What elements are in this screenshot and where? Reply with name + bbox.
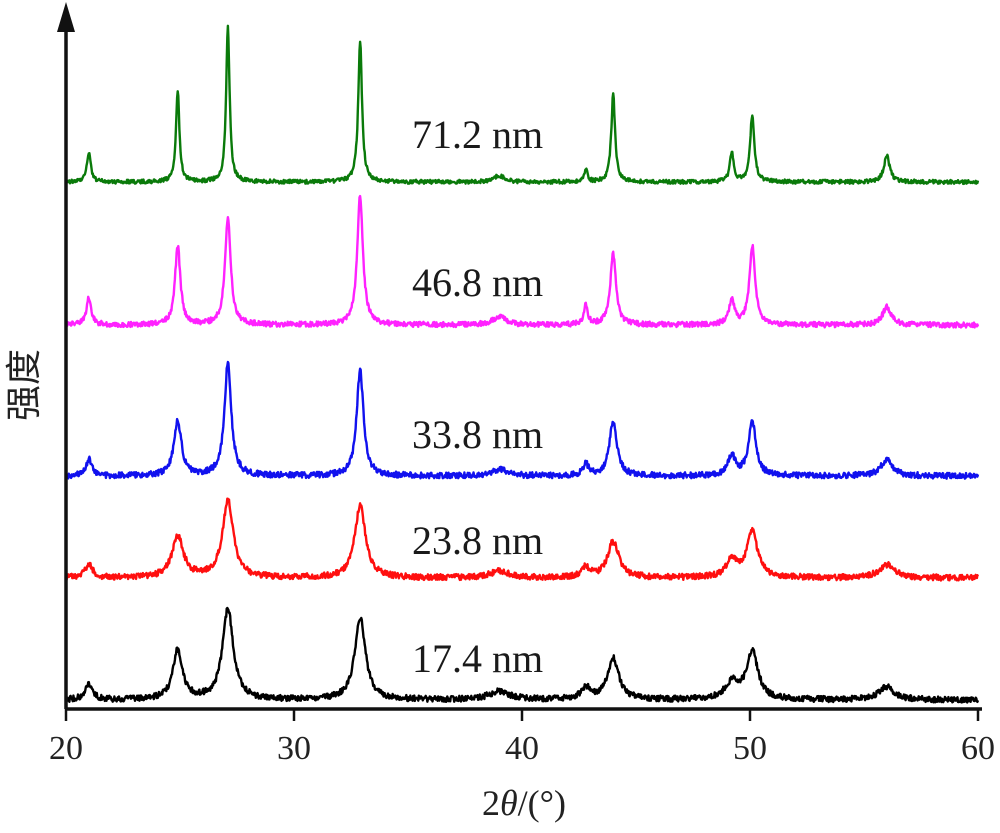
x-ticks-group: 20 30 40 50 60 bbox=[49, 709, 995, 767]
xrd-trace-46-8-nm bbox=[64, 194, 980, 329]
xrd-trace-71-2-nm bbox=[64, 24, 980, 186]
xrd-trace-23-8-nm bbox=[65, 497, 980, 582]
x-tick-label: 60 bbox=[961, 730, 995, 767]
series-label: 46.8 nm bbox=[412, 260, 543, 305]
x-axis-title-theta: θ bbox=[500, 783, 518, 823]
x-tick-label: 20 bbox=[49, 730, 83, 767]
series-label: 71.2 nm bbox=[412, 112, 543, 157]
series-label: 23.8 nm bbox=[412, 518, 543, 563]
xrd-trace-17-4-nm bbox=[64, 606, 980, 704]
y-axis-title: 强度 bbox=[4, 349, 44, 421]
series-labels-group: 71.2 nm 46.8 nm 33.8 nm 23.8 nm 17.4 nm bbox=[412, 112, 543, 681]
traces-group bbox=[64, 24, 980, 704]
x-axis-title: 2θ/(°) bbox=[482, 783, 566, 823]
x-axis-title-suffix: /(°) bbox=[518, 783, 566, 823]
x-axis-title-prefix: 2 bbox=[482, 783, 500, 823]
series-label: 33.8 nm bbox=[412, 412, 543, 457]
x-tick-label: 30 bbox=[277, 730, 311, 767]
x-tick-label: 50 bbox=[733, 730, 767, 767]
xrd-trace-33-8-nm bbox=[64, 360, 980, 480]
y-axis-arrow-icon bbox=[57, 2, 75, 32]
x-tick-label: 40 bbox=[505, 730, 539, 767]
series-label: 17.4 nm bbox=[412, 636, 543, 681]
